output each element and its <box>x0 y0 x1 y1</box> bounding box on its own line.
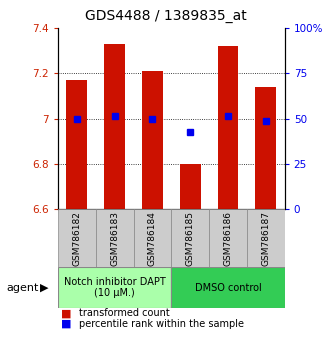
Bar <box>96 209 133 267</box>
Text: ▶: ▶ <box>40 283 49 293</box>
Bar <box>67 80 87 209</box>
Text: GSM786183: GSM786183 <box>110 211 119 266</box>
Bar <box>104 44 125 209</box>
Text: ■: ■ <box>61 308 72 318</box>
Bar <box>142 71 163 209</box>
Text: GSM786184: GSM786184 <box>148 211 157 266</box>
Text: GSM786186: GSM786186 <box>223 211 232 266</box>
Text: GSM786185: GSM786185 <box>186 211 195 266</box>
Text: percentile rank within the sample: percentile rank within the sample <box>79 319 244 329</box>
Text: ■: ■ <box>61 319 72 329</box>
Bar <box>171 267 285 308</box>
Bar <box>247 209 285 267</box>
Text: agent: agent <box>7 283 39 293</box>
Text: GSM786182: GSM786182 <box>72 211 81 266</box>
Text: transformed count: transformed count <box>79 308 170 318</box>
Text: DMSO control: DMSO control <box>195 282 261 293</box>
Text: GDS4488 / 1389835_at: GDS4488 / 1389835_at <box>85 9 246 23</box>
Text: GSM786187: GSM786187 <box>261 211 270 266</box>
Bar <box>256 87 276 209</box>
Bar <box>217 46 238 209</box>
Bar <box>133 209 171 267</box>
Bar <box>58 209 96 267</box>
Bar <box>58 267 171 308</box>
Bar <box>171 209 209 267</box>
Bar <box>209 209 247 267</box>
Text: Notch inhibitor DAPT
(10 μM.): Notch inhibitor DAPT (10 μM.) <box>64 277 166 298</box>
Bar <box>180 164 201 209</box>
